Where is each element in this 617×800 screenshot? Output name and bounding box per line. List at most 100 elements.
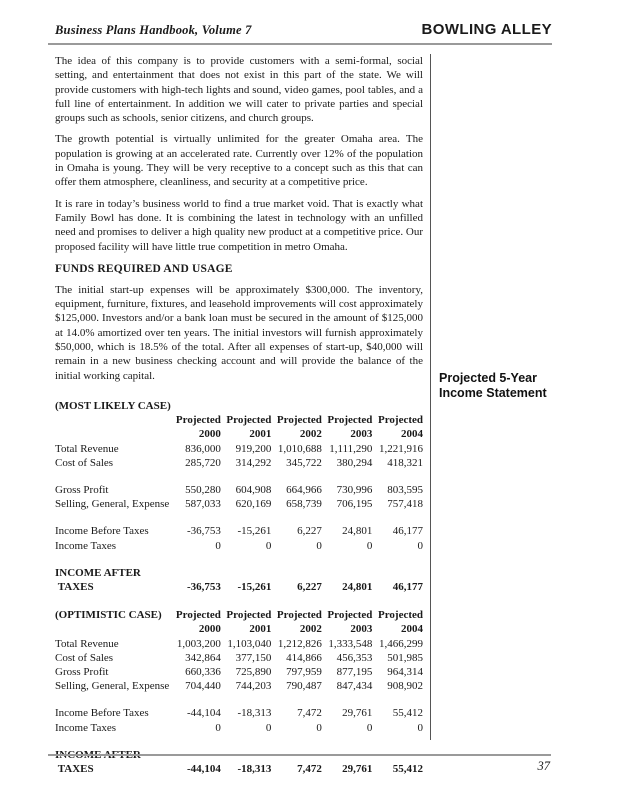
cell-value: -44,104	[187, 707, 221, 720]
table-row: Gross Profit 660,336 725,890 797,959 877,195…	[55, 665, 423, 679]
total-value: 7,472	[297, 763, 322, 775]
page-content: The idea of this company is to provide c…	[55, 54, 551, 775]
total-label: TAXES	[55, 763, 94, 775]
cell-value: 836,000	[185, 442, 221, 455]
case-label-row: (MOST LIKELY CASE)	[55, 399, 423, 413]
cell-value: 0	[316, 721, 322, 734]
year-header: 2002	[299, 623, 322, 636]
cell-value: 744,203	[235, 680, 272, 693]
cell-value: 7,472	[297, 707, 322, 720]
cell-value: 0	[316, 539, 322, 552]
cell-value: 877,195	[336, 665, 373, 678]
cell-value: 0	[366, 721, 373, 734]
margin-note-line: Income Statement	[439, 386, 547, 400]
row-label: Income Taxes	[55, 539, 117, 552]
total-value: 55,412	[392, 763, 423, 775]
column-header: Projected	[175, 609, 221, 622]
section-heading-funds: FUNDS REQUIRED AND USAGE	[55, 262, 233, 275]
table-row: Income Taxes 0 0 0 0 0	[55, 721, 423, 735]
year-header: 2004	[401, 623, 423, 636]
row-label: Selling, General, Expense	[55, 680, 170, 693]
income-statement-tables: (MOST LIKELY CASE) Projected Projected Proj…	[55, 399, 423, 776]
total-value: 6,227	[297, 580, 322, 593]
row-label: Cost of Sales	[55, 651, 114, 664]
column-header: Projected	[327, 609, 373, 622]
cell-value: 660,336	[185, 665, 221, 678]
row-label: Total Revenue	[55, 637, 119, 650]
margin-note-line: Projected 5-Year	[439, 371, 537, 385]
cell-value: 0	[265, 539, 272, 552]
column-header: Projected	[276, 609, 322, 622]
cell-value: 345,722	[286, 456, 322, 469]
total-label-row: INCOME AFTER	[55, 553, 423, 580]
year-header: 2003	[350, 623, 373, 636]
footer-rule	[48, 754, 551, 756]
cell-value: -36,753	[187, 525, 221, 538]
cell-value: 704,440	[185, 680, 221, 693]
cell-value: 1,212,826	[277, 637, 322, 650]
cell-value: 604,908	[235, 483, 272, 496]
table-row: Cost of Sales 342,864 377,150 414,866 456,35…	[55, 651, 423, 665]
column-header: Projected	[378, 609, 423, 622]
main-text-column: The idea of this company is to provide c…	[55, 54, 431, 775]
cell-value: 0	[265, 721, 272, 734]
column-header: Projected	[378, 414, 423, 427]
year-header: 2000	[198, 428, 221, 441]
cell-value: 380,294	[336, 456, 373, 469]
cell-value: 0	[417, 721, 424, 734]
table-row: Income Taxes 0 0 0 0 0	[55, 539, 423, 553]
cell-value: 0	[215, 721, 221, 734]
cell-value: 797,959	[286, 665, 322, 678]
body-paragraph: The idea of this company is to provide c…	[55, 55, 423, 125]
cell-value: 847,434	[336, 680, 373, 693]
row-label: Income Before Taxes	[55, 525, 149, 538]
column-header: Projected	[226, 609, 272, 622]
body-paragraph: The growth potential is virtually unlimi…	[55, 133, 423, 189]
cell-value: -18,313	[237, 707, 272, 720]
cell-value: 0	[366, 539, 373, 552]
year-header: 2002	[299, 428, 322, 441]
total-label: TAXES	[55, 580, 94, 593]
row-label: Income Taxes	[55, 721, 117, 734]
cell-value: 790,487	[286, 680, 322, 693]
margin-note: Projected 5-Year Income Statement	[439, 371, 551, 401]
cell-value: 24,801	[342, 525, 373, 538]
row-label: Gross Profit	[55, 665, 109, 678]
cell-value: 1,466,299	[379, 637, 423, 650]
total-value-row: TAXES -36,753 -15,261 6,227 24,801 46,177	[55, 580, 423, 594]
year-header: 2001	[249, 428, 272, 441]
cell-value: 314,292	[235, 456, 272, 469]
column-header-row: (OPTIMISTIC CASE) Projected Projected Proje…	[55, 608, 423, 622]
running-header-book-title: Business Plans Handbook, Volume 7	[55, 23, 252, 37]
column-header: Projected	[226, 414, 272, 427]
table-row: Income Before Taxes -36,753 -15,261 6,227 24…	[55, 511, 423, 538]
cell-value: 919,200	[235, 442, 272, 455]
total-value-row: TAXES -44,104 -18,313 7,472 29,761 55,412	[55, 762, 423, 776]
cell-value: -15,261	[237, 525, 272, 538]
row-label: Selling, General, Expense	[55, 498, 170, 511]
cell-value: 1,010,688	[277, 442, 322, 455]
empty-cell	[55, 413, 170, 427]
case-label: (OPTIMISTIC CASE)	[55, 609, 162, 622]
total-value: 24,801	[342, 580, 373, 593]
year-header: 2000	[198, 623, 221, 636]
total-value: 46,177	[392, 580, 423, 593]
total-label-row: INCOME AFTER	[55, 735, 423, 762]
year-header: 2001	[249, 623, 272, 636]
total-value: -36,753	[187, 580, 221, 593]
row-label: Total Revenue	[55, 442, 119, 455]
cell-value: 29,761	[342, 707, 373, 720]
cell-value: 342,864	[185, 651, 221, 664]
total-value: 29,761	[342, 763, 373, 775]
column-header-row: Projected Projected Projected Projected Proj…	[55, 413, 423, 427]
cell-value: 730,996	[336, 483, 373, 496]
table-row: Total Revenue 836,000 919,200 1,010,688 1,11…	[55, 442, 423, 456]
cell-value: 725,890	[235, 665, 272, 678]
empty-cell	[55, 622, 170, 636]
running-header-chapter-title: BOWLING ALLEY	[421, 21, 552, 38]
cell-value: 414,866	[286, 651, 322, 664]
table-row: Selling, General, Expense 587,033 620,169 6…	[55, 497, 423, 511]
cell-value: 55,412	[392, 707, 423, 720]
empty-cell	[55, 427, 170, 441]
